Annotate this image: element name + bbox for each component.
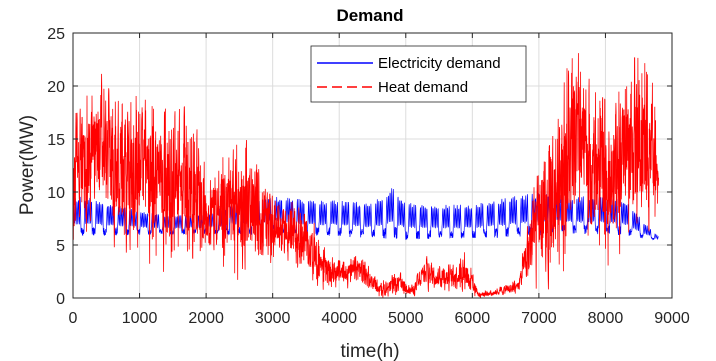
y-tick-label: 0	[56, 291, 65, 308]
y-tick-label: 20	[47, 79, 65, 96]
x-tick-label: 2000	[188, 310, 224, 327]
x-tick-label: 6000	[455, 310, 491, 327]
chart-title: Demand	[336, 6, 403, 25]
y-tick-label: 10	[47, 185, 65, 202]
y-axis-label: Power(MW)	[17, 115, 38, 215]
x-tick-label: 5000	[388, 310, 424, 327]
y-tick-label: 5	[56, 238, 65, 255]
x-tick-label: 1000	[122, 310, 158, 327]
y-tick-label: 25	[47, 26, 65, 43]
axis-ticks: 0 1000 2000 3000 4000 5000 6000 7000 8000 9000 0 5 1…	[47, 26, 690, 327]
x-tick-label: 3000	[255, 310, 291, 327]
legend: Electricity demand Heat demand	[310, 45, 527, 103]
x-tick-label: 4000	[321, 310, 357, 327]
x-axis-label: time(h)	[340, 341, 399, 361]
legend-label-heat: Heat demand	[378, 79, 468, 96]
plot-border	[72, 32, 673, 299]
x-tick-label: 0	[69, 310, 78, 327]
x-tick-label: 8000	[588, 310, 624, 327]
legend-label-electricity: Electricity demand	[378, 55, 501, 72]
series-layer	[73, 53, 659, 298]
x-tick-label: 7000	[521, 310, 557, 327]
legend-box	[310, 45, 527, 103]
y-tick-label: 15	[47, 132, 65, 149]
series-line-heat-demand	[73, 53, 659, 298]
x-tick-label: 9000	[654, 310, 690, 327]
